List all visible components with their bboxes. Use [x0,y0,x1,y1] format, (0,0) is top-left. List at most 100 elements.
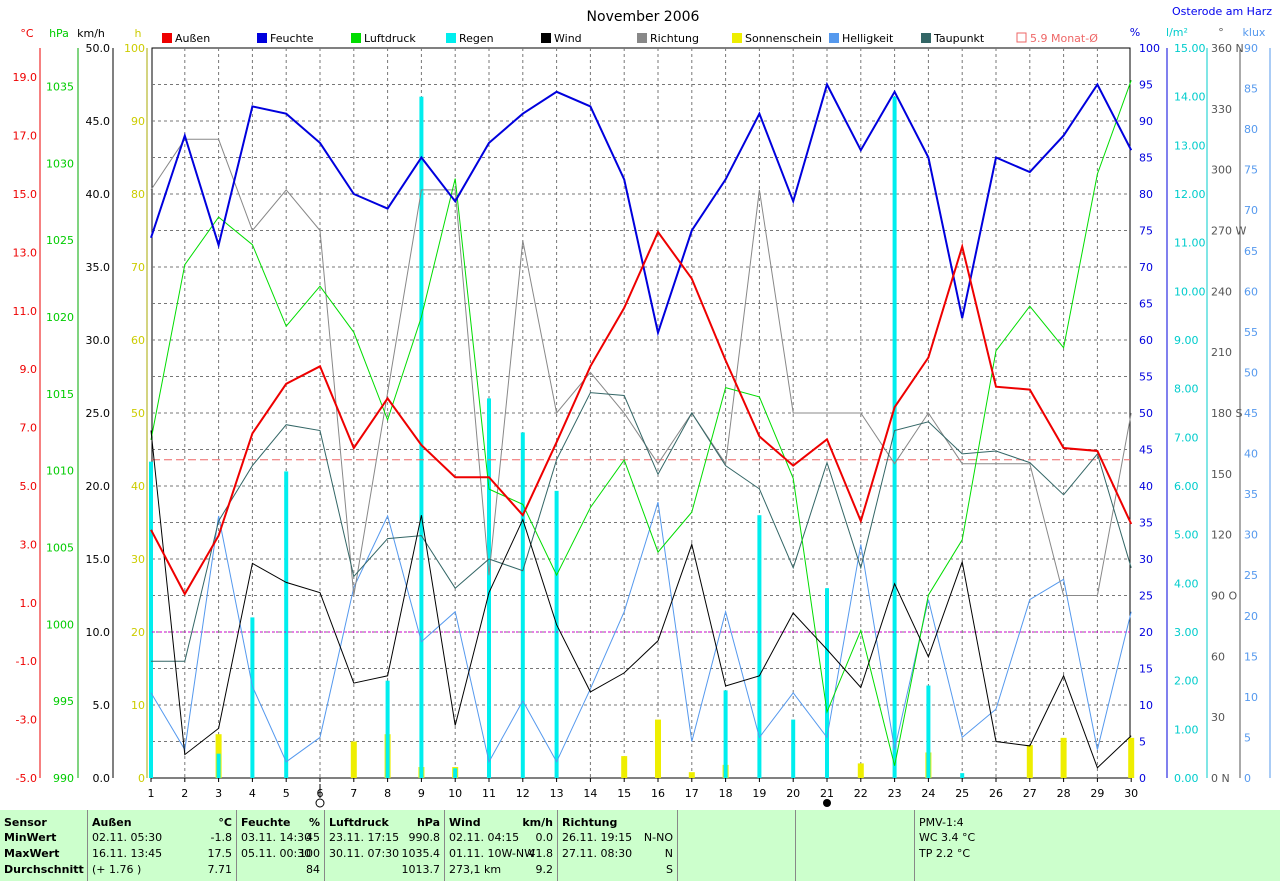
percent-tick: 0 [1139,772,1146,785]
day-label: 3 [215,787,222,800]
luftdruck-unit: hPa [416,816,440,829]
hours-tick: 20 [131,626,145,639]
wind-title: Wind [449,816,481,829]
percent-tick: 50 [1139,407,1153,420]
kmh-tick: 0.0 [93,772,111,785]
direction-tick: 330 [1211,103,1232,116]
day-label: 5 [283,787,290,800]
day-label: 8 [384,787,391,800]
aussen-avg-note: (+ 1.76 ) [92,863,142,876]
rain-bar [554,490,559,778]
day-label: 2 [181,787,188,800]
percent-tick: 65 [1139,298,1153,311]
luftdruck-column: Luftdruck hPa 23.11. 17:15 990.8 30.11. 07… [325,810,445,881]
feuchte-title: Feuchte [241,816,291,829]
hours-tick: 10 [131,699,145,712]
luftdruck-min-time: 23.11. 17:15 [329,831,400,844]
day-label: 4 [249,787,256,800]
kmh-tick: 40.0 [86,188,111,201]
legend-label: Feuchte [270,32,314,45]
kmh-tick: 25.0 [86,407,111,420]
percent-tick: 55 [1139,371,1153,384]
klux-tick: 35 [1244,488,1258,501]
hours-tick: 60 [131,334,145,347]
temp-tick: 19.0 [13,71,38,84]
kmh-tick: 35.0 [86,261,111,274]
hpa-tick: 1010 [46,465,74,478]
legend-swatch [829,33,839,43]
feuchte-avg-value: 84 [306,863,320,876]
klux-tick: 25 [1244,569,1258,582]
luftdruck-title: Luftdruck [329,816,389,829]
kmh-tick: 15.0 [86,553,111,566]
direction-tick: 180 S [1211,407,1242,420]
sunshine-bar [350,741,357,778]
percent-tick: 95 [1139,79,1153,92]
aussen-column: Außen °C 02.11. 05:30 -1.8 16.11. 13:45 17.… [88,810,237,881]
unit-hpa: hPa [49,27,69,40]
legend-label: Außen [175,32,210,45]
day-label: 7 [350,787,357,800]
feuchte-unit: % [308,816,320,829]
temp-tick: -5.0 [16,772,37,785]
hpa-tick: 995 [53,695,74,708]
rain-tick: 12.00 [1174,188,1206,201]
aussen-max-value: 17.5 [207,847,233,860]
legend-label: Helligkeit [842,32,894,45]
rain-tick: 3.00 [1174,626,1199,639]
line-wind [150,430,1132,769]
percent-tick: 75 [1139,225,1153,238]
feuchte-min-time: 03.11. 14:30 [241,831,312,844]
wind-column: Wind km/h 02.11. 04:15 0.0 01.11. 10W-NW 41… [445,810,558,881]
empty-column-2 [796,810,915,881]
line-auen [150,230,1133,597]
legend: Außen Feuchte Luftdruck Regen Wind Richtung So… [162,32,1098,45]
richtung-min-time: 26.11. 19:15 [562,831,633,844]
legend-swatch [351,33,361,43]
hours-tick: 50 [131,407,145,420]
unit-hours: h [135,27,142,40]
percent-tick: 80 [1139,188,1153,201]
percent-tick: 20 [1139,626,1153,639]
day-label: 15 [617,787,631,800]
percent-tick: 5 [1139,736,1146,749]
klux-tick: 55 [1244,326,1258,339]
temp-tick: 7.0 [20,422,38,435]
rain-bar [926,685,931,778]
direction-tick: 360 N [1211,42,1244,55]
kmh-tick: 30.0 [86,334,111,347]
legend-label: 5.9 Monat-Ø [1030,32,1098,45]
grid [151,47,1131,779]
legend-swatch [446,33,456,43]
unit-percent: % [1130,26,1140,39]
line-feuchte [150,81,1133,337]
rain-bar [216,753,221,778]
feuchte-min-value: 45 [306,831,320,844]
legend-label: Wind [554,32,582,45]
klux-tick: 5 [1244,731,1251,744]
hpa-tick: 1000 [46,618,74,631]
sunshine-bar [655,719,661,778]
klux-tick: 75 [1244,164,1258,177]
rain-tick: 5.00 [1174,529,1199,542]
sunshine-bar [1128,737,1135,778]
unit-rain: l/m² [1166,26,1188,39]
percent-tick: 15 [1139,663,1153,676]
sunshine-bar [857,763,864,778]
pmv-tp: TP 2.2 °C [919,847,971,860]
direction-tick: 210 [1211,346,1232,359]
wind-min-value: 0.0 [535,831,554,844]
legend-label: Luftdruck [364,32,416,45]
percent-tick: 10 [1139,699,1153,712]
day-label: 26 [989,787,1003,800]
hpa-tick: 1020 [46,311,74,324]
temp-tick: 5.0 [20,480,38,493]
day-label: 10 [448,787,462,800]
aussen-title: Außen [92,816,132,829]
rain-tick: 7.00 [1174,431,1199,444]
day-labels: 1234567891011121314151617181920212223242… [148,778,1138,800]
unit-kmh: km/h [77,27,105,40]
pmv-wc: WC 3.4 °C [919,831,976,844]
percent-tick: 100 [1139,42,1160,55]
empty-column-1 [678,810,796,881]
